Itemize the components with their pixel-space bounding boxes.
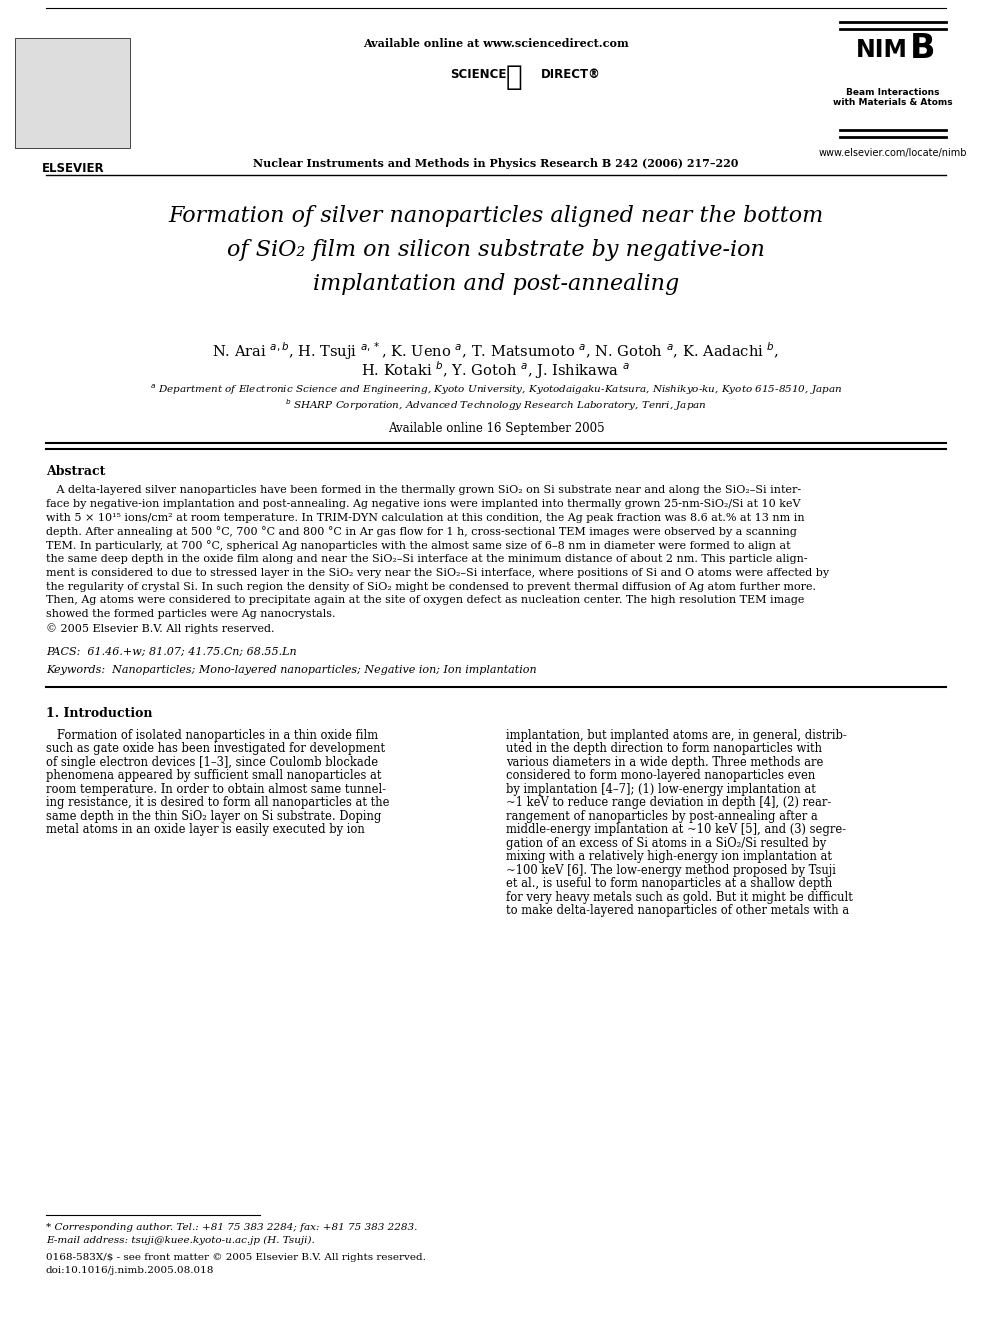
Text: uted in the depth direction to form nanoparticles with: uted in the depth direction to form nano… [506,742,822,755]
Text: the regularity of crystal Si. In such region the density of SiO₂ might be conden: the regularity of crystal Si. In such re… [46,582,816,591]
Text: NIM: NIM [856,38,908,62]
Text: the same deep depth in the oxide film along and near the SiO₂–Si interface at th: the same deep depth in the oxide film al… [46,554,807,564]
Text: Nuclear Instruments and Methods in Physics Research B 242 (2006) 217–220: Nuclear Instruments and Methods in Physi… [253,157,739,169]
Text: PACS:  61.46.+w; 81.07; 41.75.Cn; 68.55.Ln: PACS: 61.46.+w; 81.07; 41.75.Cn; 68.55.L… [46,647,297,656]
Text: implantation and post-annealing: implantation and post-annealing [312,273,680,295]
Text: Abstract: Abstract [46,464,105,478]
Text: et al., is useful to form nanoparticles at a shallow depth: et al., is useful to form nanoparticles … [506,877,832,890]
Text: for very heavy metals such as gold. But it might be difficult: for very heavy metals such as gold. But … [506,890,853,904]
Text: Available online at www.sciencedirect.com: Available online at www.sciencedirect.co… [363,38,629,49]
Text: www.elsevier.com/locate/nimb: www.elsevier.com/locate/nimb [818,148,967,157]
Text: H. Kotaki $^{b}$, Y. Gotoh $^{a}$, J. Ishikawa $^{a}$: H. Kotaki $^{b}$, Y. Gotoh $^{a}$, J. Is… [361,359,631,381]
Text: ⓐ: ⓐ [506,64,523,91]
Text: Formation of silver nanoparticles aligned near the bottom: Formation of silver nanoparticles aligne… [169,205,823,228]
Text: TEM. In particularly, at 700 °C, spherical Ag nanoparticles with the almost same: TEM. In particularly, at 700 °C, spheric… [46,540,791,552]
Text: of single electron devices [1–3], since Coulomb blockade: of single electron devices [1–3], since … [46,755,378,769]
Text: SCIENCE: SCIENCE [449,67,506,81]
Text: phenomena appeared by sufficient small nanoparticles at: phenomena appeared by sufficient small n… [46,769,382,782]
Text: Beam Interactions
with Materials & Atoms: Beam Interactions with Materials & Atoms [833,89,952,107]
Text: middle-energy implantation at ~10 keV [5], and (3) segre-: middle-energy implantation at ~10 keV [5… [506,823,846,836]
Text: gation of an excess of Si atoms in a SiO₂/Si resulted by: gation of an excess of Si atoms in a SiO… [506,837,826,849]
Text: by implantation [4–7]; (1) low-energy implantation at: by implantation [4–7]; (1) low-energy im… [506,783,815,796]
Text: implantation, but implanted atoms are, in general, distrib-: implantation, but implanted atoms are, i… [506,729,847,742]
Text: showed the formed particles were Ag nanocrystals.: showed the formed particles were Ag nano… [46,609,335,619]
Text: room temperature. In order to obtain almost same tunnel-: room temperature. In order to obtain alm… [46,783,386,796]
Text: $^{b}$ SHARP Corporation, Advanced Technology Research Laboratory, Tenri, Japan: $^{b}$ SHARP Corporation, Advanced Techn… [285,397,707,413]
Text: metal atoms in an oxide layer is easily executed by ion: metal atoms in an oxide layer is easily … [46,823,365,836]
Text: ing resistance, it is desired to form all nanoparticles at the: ing resistance, it is desired to form al… [46,796,390,810]
Text: with 5 × 10¹⁵ ions/cm² at room temperature. In TRIM-DYN calculation at this cond: with 5 × 10¹⁵ ions/cm² at room temperatu… [46,512,805,523]
Text: DIRECT®: DIRECT® [541,67,601,81]
Text: Then, Ag atoms were considered to precipitate again at the site of oxygen defect: Then, Ag atoms were considered to precip… [46,595,805,606]
Text: N. Arai $^{a,b}$, H. Tsuji $^{a,*}$, K. Ueno $^{a}$, T. Matsumoto $^{a}$, N. Got: N. Arai $^{a,b}$, H. Tsuji $^{a,*}$, K. … [212,340,780,361]
Text: Formation of isolated nanoparticles in a thin oxide film: Formation of isolated nanoparticles in a… [46,729,378,742]
Text: $^{a}$ Department of Electronic Science and Engineering, Kyoto University, Kyoto: $^{a}$ Department of Electronic Science … [150,382,842,397]
Text: E-mail address: tsuji@kuee.kyoto-u.ac.jp (H. Tsuji).: E-mail address: tsuji@kuee.kyoto-u.ac.jp… [46,1236,314,1245]
Text: face by negative-ion implantation and post-annealing. Ag negative ions were impl: face by negative-ion implantation and po… [46,499,801,509]
Text: depth. After annealing at 500 °C, 700 °C and 800 °C in Ar gas flow for 1 h, cros: depth. After annealing at 500 °C, 700 °C… [46,527,797,537]
Text: doi:10.1016/j.nimb.2005.08.018: doi:10.1016/j.nimb.2005.08.018 [46,1266,214,1275]
Text: such as gate oxide has been investigated for development: such as gate oxide has been investigated… [46,742,385,755]
Text: Keywords:  Nanoparticles; Mono-layered nanoparticles; Negative ion; Ion implanta: Keywords: Nanoparticles; Mono-layered na… [46,664,537,675]
Text: mixing with a relatively high-energy ion implantation at: mixing with a relatively high-energy ion… [506,851,832,864]
Text: rangement of nanoparticles by post-annealing after a: rangement of nanoparticles by post-annea… [506,810,817,823]
Text: to make delta-layered nanoparticles of other metals with a: to make delta-layered nanoparticles of o… [506,905,849,917]
Text: * Corresponding author. Tel.: +81 75 383 2284; fax: +81 75 383 2283.: * Corresponding author. Tel.: +81 75 383… [46,1222,418,1232]
Text: of SiO₂ film on silicon substrate by negative-ion: of SiO₂ film on silicon substrate by neg… [227,239,765,261]
Text: 1. Introduction: 1. Introduction [46,706,153,720]
Text: various diameters in a wide depth. Three methods are: various diameters in a wide depth. Three… [506,755,823,769]
Text: B: B [910,32,935,65]
Text: © 2005 Elsevier B.V. All rights reserved.: © 2005 Elsevier B.V. All rights reserved… [46,623,275,634]
Text: same depth in the thin SiO₂ layer on Si substrate. Doping: same depth in the thin SiO₂ layer on Si … [46,810,381,823]
FancyBboxPatch shape [15,38,130,148]
Text: ~1 keV to reduce range deviation in depth [4], (2) rear-: ~1 keV to reduce range deviation in dept… [506,796,831,810]
Text: A delta-layered silver nanoparticles have been formed in the thermally grown SiO: A delta-layered silver nanoparticles hav… [46,486,802,495]
Text: ment is considered to due to stressed layer in the SiO₂ very near the SiO₂–Si in: ment is considered to due to stressed la… [46,568,829,578]
Text: ~100 keV [6]. The low-energy method proposed by Tsuji: ~100 keV [6]. The low-energy method prop… [506,864,836,877]
Text: 0168-583X/$ - see front matter © 2005 Elsevier B.V. All rights reserved.: 0168-583X/$ - see front matter © 2005 El… [46,1253,426,1262]
Text: Available online 16 September 2005: Available online 16 September 2005 [388,422,604,435]
Text: considered to form mono-layered nanoparticles even: considered to form mono-layered nanopart… [506,769,815,782]
Text: ELSEVIER: ELSEVIER [42,161,104,175]
